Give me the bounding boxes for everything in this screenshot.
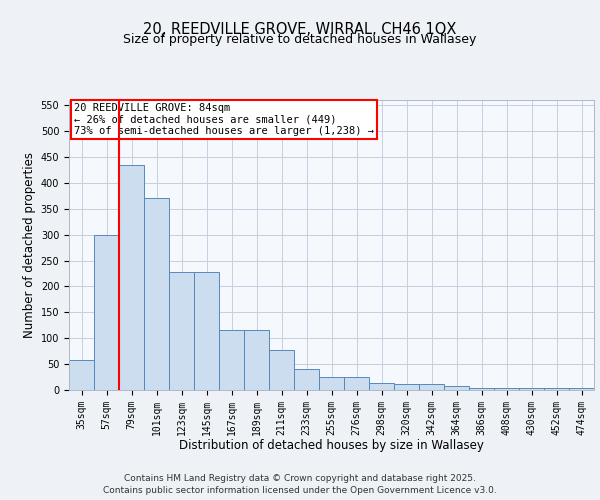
Bar — [419, 384, 444, 390]
Y-axis label: Number of detached properties: Number of detached properties — [23, 152, 37, 338]
X-axis label: Distribution of detached houses by size in Wallasey: Distribution of detached houses by size … — [179, 439, 484, 452]
Bar — [519, 388, 544, 390]
Bar — [269, 350, 294, 390]
Bar — [194, 272, 219, 390]
Text: 20, REEDVILLE GROVE, WIRRAL, CH46 1QX: 20, REEDVILLE GROVE, WIRRAL, CH46 1QX — [143, 22, 457, 38]
Bar — [169, 272, 194, 390]
Bar — [244, 330, 269, 390]
Bar — [444, 386, 469, 390]
Bar — [569, 388, 594, 390]
Bar — [394, 384, 419, 390]
Text: Contains HM Land Registry data © Crown copyright and database right 2025.
Contai: Contains HM Land Registry data © Crown c… — [103, 474, 497, 495]
Bar — [94, 234, 119, 390]
Bar — [469, 388, 494, 390]
Bar — [219, 330, 244, 390]
Bar — [544, 388, 569, 390]
Bar — [69, 360, 94, 390]
Bar — [494, 388, 519, 390]
Bar — [119, 164, 144, 390]
Bar — [294, 370, 319, 390]
Bar — [369, 383, 394, 390]
Bar — [319, 377, 344, 390]
Bar — [344, 377, 369, 390]
Text: Size of property relative to detached houses in Wallasey: Size of property relative to detached ho… — [124, 34, 476, 46]
Bar — [144, 198, 169, 390]
Text: 20 REEDVILLE GROVE: 84sqm
← 26% of detached houses are smaller (449)
73% of semi: 20 REEDVILLE GROVE: 84sqm ← 26% of detac… — [74, 103, 374, 136]
